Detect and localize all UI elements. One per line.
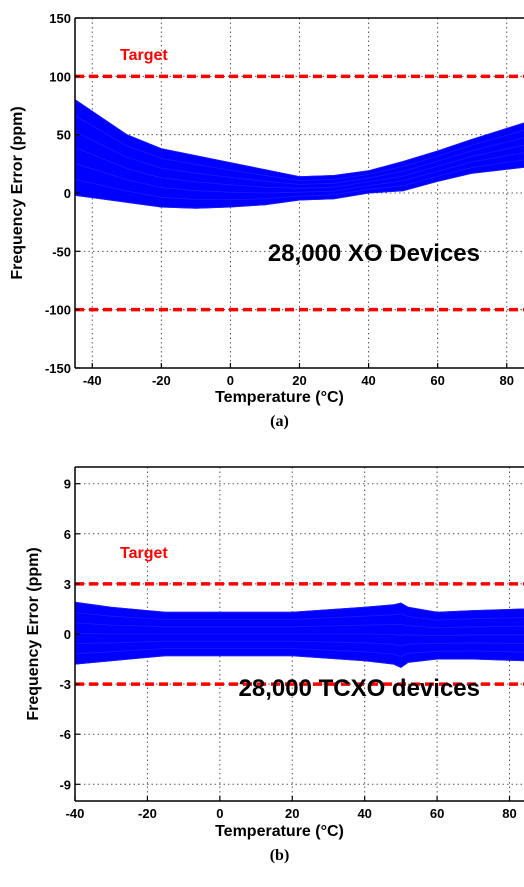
y-tick-label: -9: [59, 777, 71, 792]
y-tick-label: -3: [59, 677, 71, 692]
device-count-annotation: 28,000 XO Devices: [268, 240, 480, 267]
device-curve: [75, 152, 524, 194]
y-tick-label: 9: [64, 477, 71, 492]
device-curves: [75, 601, 524, 668]
y-tick-label: 0: [64, 627, 71, 642]
device-curve: [75, 131, 524, 185]
x-tick-label: 0: [216, 806, 223, 821]
y-tick-label: 6: [64, 527, 71, 542]
x-tick-label: 20: [292, 373, 306, 388]
x-tick-label: -40: [66, 806, 85, 821]
x-tick-label: 40: [357, 806, 371, 821]
y-tick-label: -150: [45, 361, 71, 376]
x-tick-label: 60: [430, 806, 444, 821]
device-curve: [75, 166, 524, 209]
x-tick-label: 80: [499, 373, 513, 388]
y-tick-label: -100: [45, 303, 71, 318]
x-axis-label: Temperature (°C): [215, 389, 344, 406]
device-curve: [75, 612, 524, 621]
panel-caption: (b): [270, 847, 290, 864]
device-curve: [75, 655, 524, 668]
panel-b: -40 -20 0 20 40 60 80 -9 -6 -3 0 3 6 9 Temperature (°C…: [25, 466, 524, 864]
y-axis-label: Frequency Error (ppm): [9, 106, 26, 279]
y-tick-label: 3: [64, 577, 71, 592]
target-label: Target: [120, 47, 168, 64]
device-curves: [75, 99, 524, 209]
device-curve: [75, 640, 524, 647]
x-tick-label: 40: [361, 373, 375, 388]
device-curve: [75, 115, 524, 182]
x-axis-label: Temperature (°C): [215, 823, 344, 840]
y-tick-label: -6: [59, 727, 71, 742]
y-axis-label: Frequency Error (ppm): [25, 547, 42, 720]
device-curve: [75, 632, 524, 637]
device-curve: [75, 99, 524, 178]
x-tick-label: -20: [138, 806, 157, 821]
panel-a: -40 -20 0 20 40 60 80 -150 -100 -50 0 50 100 150 Tempe…: [9, 11, 524, 430]
y-tick-label: 50: [57, 128, 71, 143]
target-label: Target: [120, 545, 168, 562]
x-tick-label: 60: [430, 373, 444, 388]
x-tick-label: -40: [83, 373, 102, 388]
y-tick-label: 150: [49, 11, 71, 26]
y-tick-label: 0: [64, 186, 71, 201]
device-count-annotation: 28,000 TCXO devices: [239, 675, 480, 702]
y-tick-label: -50: [52, 244, 71, 259]
x-tick-label: 0: [227, 373, 234, 388]
device-curve: [75, 601, 524, 613]
x-tick-label: 80: [502, 806, 516, 821]
x-tick-label: 20: [285, 806, 299, 821]
device-curve: [75, 648, 524, 658]
device-curve: [75, 144, 524, 189]
panel-caption: (a): [270, 413, 289, 430]
x-tick-label: -20: [152, 373, 171, 388]
y-tick-label: 100: [49, 69, 71, 84]
device-curve: [75, 622, 524, 629]
device-curve: [75, 159, 524, 201]
